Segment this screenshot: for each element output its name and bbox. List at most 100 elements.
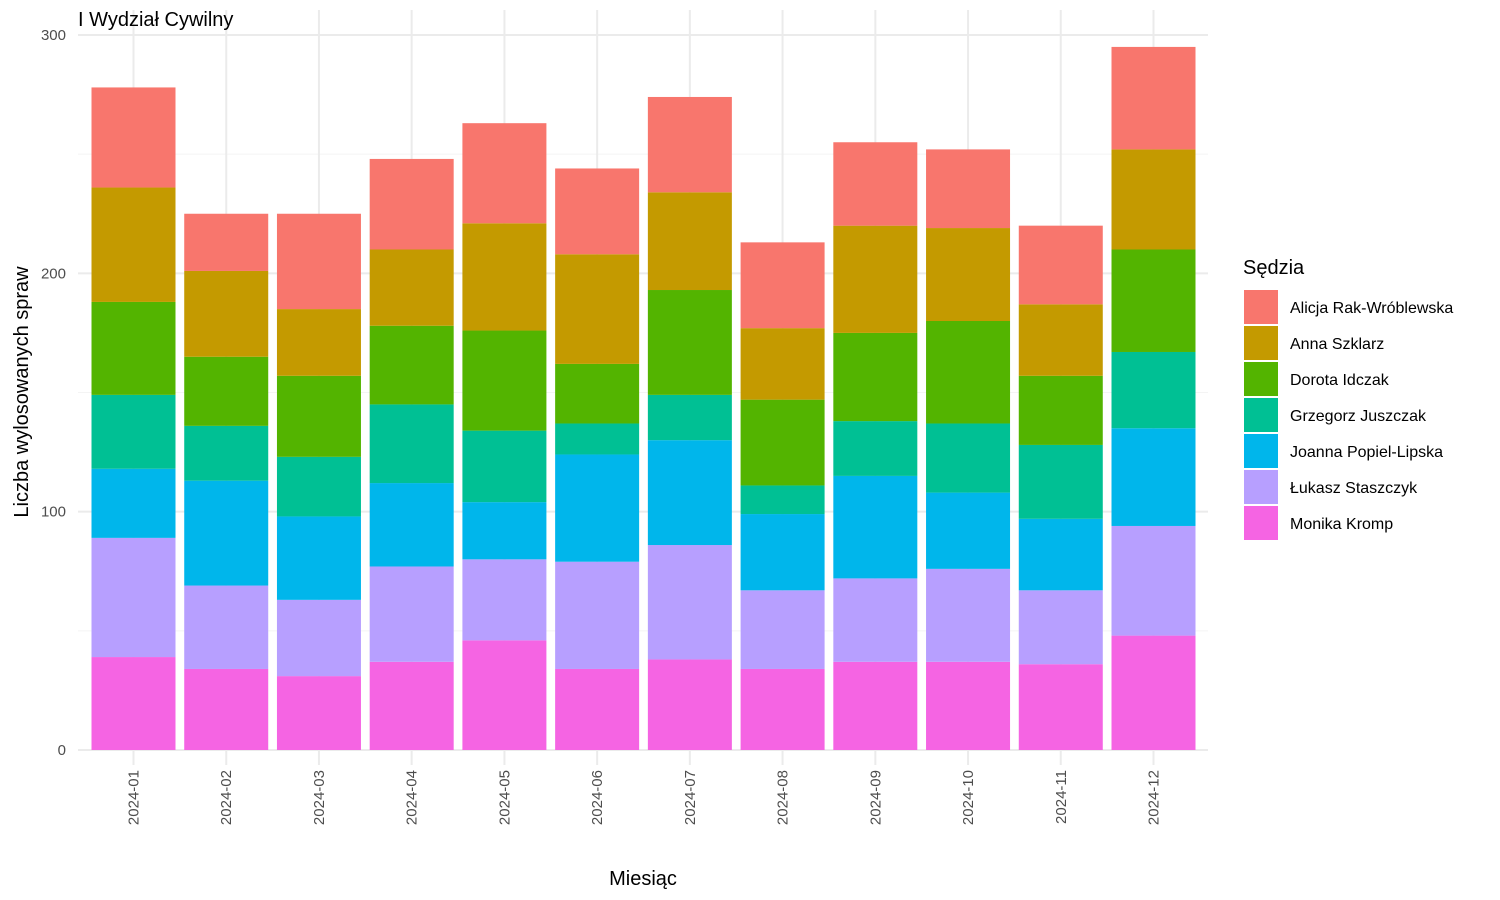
bar-segment	[91, 537, 176, 658]
legend-swatch	[1244, 326, 1278, 360]
bar-segment	[555, 168, 640, 255]
bar-segment	[369, 566, 454, 662]
legend-swatch	[1244, 362, 1278, 396]
bar-segment	[184, 356, 269, 426]
x-axis-tick-labels: 2024-01 2024-02 2024-03 2024-04 2024-05 2024-…	[126, 770, 1163, 825]
legend-swatch	[1244, 398, 1278, 432]
bar-segment	[462, 123, 547, 224]
bar-segment	[276, 213, 361, 310]
bar-segment	[276, 375, 361, 457]
bar-segment	[1111, 149, 1196, 250]
bar-segment	[833, 661, 918, 750]
bar-segment	[926, 492, 1011, 569]
y-axis-title: Liczba wylosowanych spraw	[11, 266, 33, 518]
bar-segment	[184, 213, 269, 271]
y-tick-label: 100	[41, 504, 66, 521]
bar-segment	[369, 325, 454, 405]
bar-segment	[184, 270, 269, 357]
bar-segment	[1111, 525, 1196, 636]
legend-label: Monika Kromp	[1290, 516, 1393, 533]
x-tick-label: 2024-04	[404, 770, 421, 825]
bar-segment	[926, 228, 1011, 321]
bar-segment	[740, 668, 825, 750]
bar-segment	[647, 192, 732, 291]
bar-segment	[926, 661, 1011, 750]
bar-segment	[369, 249, 454, 326]
legend-label: Joanna Popiel-Lipska	[1290, 444, 1443, 461]
bar-segment	[1018, 444, 1103, 519]
x-tick-label: 2024-08	[775, 770, 792, 825]
bar-segment	[555, 254, 640, 364]
y-tick-label: 200	[41, 265, 66, 282]
bar-segment	[184, 585, 269, 669]
bar-segment	[184, 480, 269, 586]
legend-swatch	[1244, 290, 1278, 324]
x-tick-label: 2024-12	[1146, 770, 1163, 825]
bar-segment	[555, 454, 640, 562]
bar-segment	[647, 545, 732, 660]
bar-segment	[1111, 351, 1196, 429]
x-tick-label: 2024-01	[126, 770, 143, 825]
bar-segment	[833, 142, 918, 226]
bar-segment	[1111, 249, 1196, 352]
bar-segment	[833, 475, 918, 579]
legend-label: Anna Szklarz	[1290, 336, 1384, 353]
bar-segment	[833, 332, 918, 422]
bar-segment	[1018, 225, 1103, 305]
bar-segment	[91, 301, 176, 395]
x-tick-label: 2024-03	[311, 770, 328, 825]
bar-segment	[91, 468, 176, 538]
legend-swatch	[1244, 470, 1278, 504]
bar-segment	[926, 321, 1011, 424]
legend-label: Alicja Rak-Wróblewska	[1290, 300, 1453, 317]
bar-segment	[1111, 428, 1196, 526]
bar-segment	[1018, 375, 1103, 445]
bar-segment	[833, 225, 918, 333]
bar-segment	[647, 96, 732, 193]
bar-segment	[926, 568, 1011, 662]
x-tick-label: 2024-02	[218, 770, 235, 825]
bar-segment	[462, 430, 547, 503]
bar-segment	[833, 578, 918, 662]
bar-segment	[1018, 304, 1103, 376]
legend-items: Alicja Rak-Wróblewska Anna Szklarz Dorota …	[1244, 290, 1453, 540]
bar-segment	[462, 502, 547, 560]
x-tick-label: 2024-05	[496, 770, 513, 825]
bar-segment	[184, 425, 269, 481]
legend-title: Sędzia	[1243, 257, 1305, 279]
x-axis-title: Miesiąc	[609, 868, 677, 890]
bar-segment	[740, 485, 825, 515]
bar-segment	[647, 394, 732, 441]
bar-segment	[184, 668, 269, 750]
bar-segment	[740, 399, 825, 486]
bar-segment	[555, 423, 640, 455]
bar-segment	[369, 483, 454, 567]
legend-label: Grzegorz Juszczak	[1290, 408, 1427, 425]
bar-segment	[555, 668, 640, 750]
y-axis-tick-labels: 0 100 200 300	[41, 27, 66, 759]
bar-segment	[1018, 518, 1103, 591]
bars	[91, 46, 1196, 750]
bar-segment	[369, 661, 454, 750]
bar-segment	[462, 330, 547, 431]
x-tick-label: 2024-09	[867, 770, 884, 825]
bar-segment	[1111, 635, 1196, 750]
y-tick-label: 300	[41, 27, 66, 44]
bar-segment	[1018, 590, 1103, 665]
x-tick-label: 2024-10	[960, 770, 977, 825]
bar-segment	[555, 561, 640, 669]
bar-segment	[555, 363, 640, 424]
bar-segment	[833, 421, 918, 476]
bar-segment	[462, 223, 547, 331]
bar-segment	[740, 514, 825, 591]
bar-segment	[647, 290, 732, 395]
bar-segment	[276, 456, 361, 517]
x-tick-label: 2024-11	[1053, 770, 1070, 824]
bar-segment	[91, 87, 176, 188]
bar-segment	[276, 599, 361, 677]
legend: Sędzia Alicja Rak-Wróblewska Anna Szklarz…	[1243, 257, 1453, 540]
bar-segment	[276, 516, 361, 600]
y-tick-label: 0	[58, 742, 66, 759]
bar-segment	[740, 328, 825, 400]
